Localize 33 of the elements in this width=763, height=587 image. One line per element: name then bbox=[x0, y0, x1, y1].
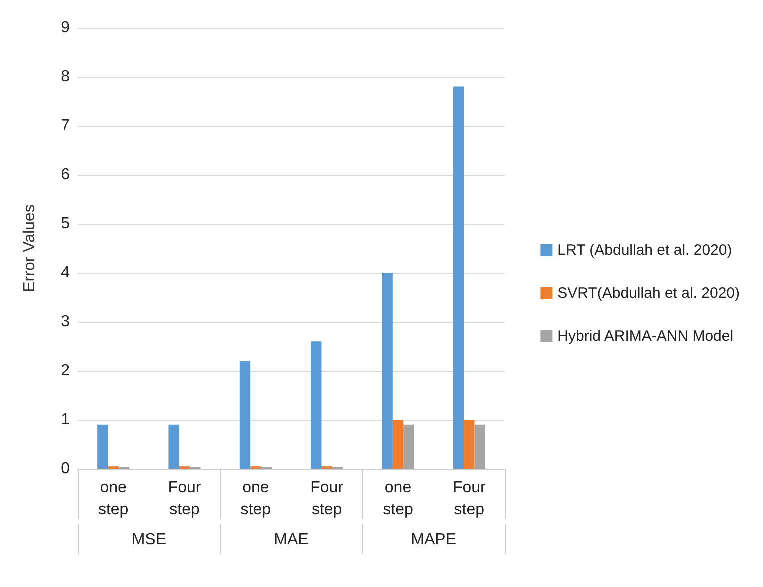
bar bbox=[240, 361, 251, 469]
legend-label: SVRT(Abdullah et al. 2020) bbox=[558, 285, 740, 302]
y-tick-label: 2 bbox=[61, 362, 70, 380]
bar bbox=[311, 342, 322, 469]
y-tick-label: 0 bbox=[61, 460, 70, 478]
x-tick-label: one step bbox=[98, 480, 129, 518]
y-tick-label: 9 bbox=[61, 20, 70, 36]
text: MAPE bbox=[411, 532, 457, 548]
y-tick-label: 5 bbox=[61, 216, 70, 232]
legend-label: LRT (Abdullah et al. 2020) bbox=[558, 242, 732, 259]
y-tick-label: 1 bbox=[61, 412, 70, 428]
x-tick-label: Four step bbox=[168, 480, 202, 518]
bar bbox=[404, 424, 414, 469]
bar bbox=[392, 420, 404, 469]
x-tick-label: one step bbox=[383, 480, 414, 518]
bar bbox=[168, 424, 180, 469]
text: MSE bbox=[132, 532, 167, 548]
x-tick-label: Four step bbox=[452, 480, 487, 518]
bar bbox=[453, 86, 464, 469]
y-tick-label: 3 bbox=[61, 314, 70, 330]
y-tick-label: 6 bbox=[61, 166, 70, 184]
bar bbox=[474, 424, 486, 469]
bar bbox=[464, 420, 475, 469]
y-tick-label: 7 bbox=[61, 118, 70, 134]
legend-label: Hybrid ARIMA-ANN Model bbox=[558, 328, 734, 345]
y-tick-label: 8 bbox=[61, 68, 70, 86]
x-tick-label: one step bbox=[240, 480, 272, 518]
y-tick-label: 4 bbox=[61, 264, 70, 282]
bar bbox=[382, 273, 393, 469]
bar bbox=[98, 424, 108, 469]
text: MAE bbox=[274, 532, 309, 548]
x-tick-label: Four step bbox=[310, 480, 344, 518]
y-axis-title: Error Values bbox=[22, 204, 38, 292]
